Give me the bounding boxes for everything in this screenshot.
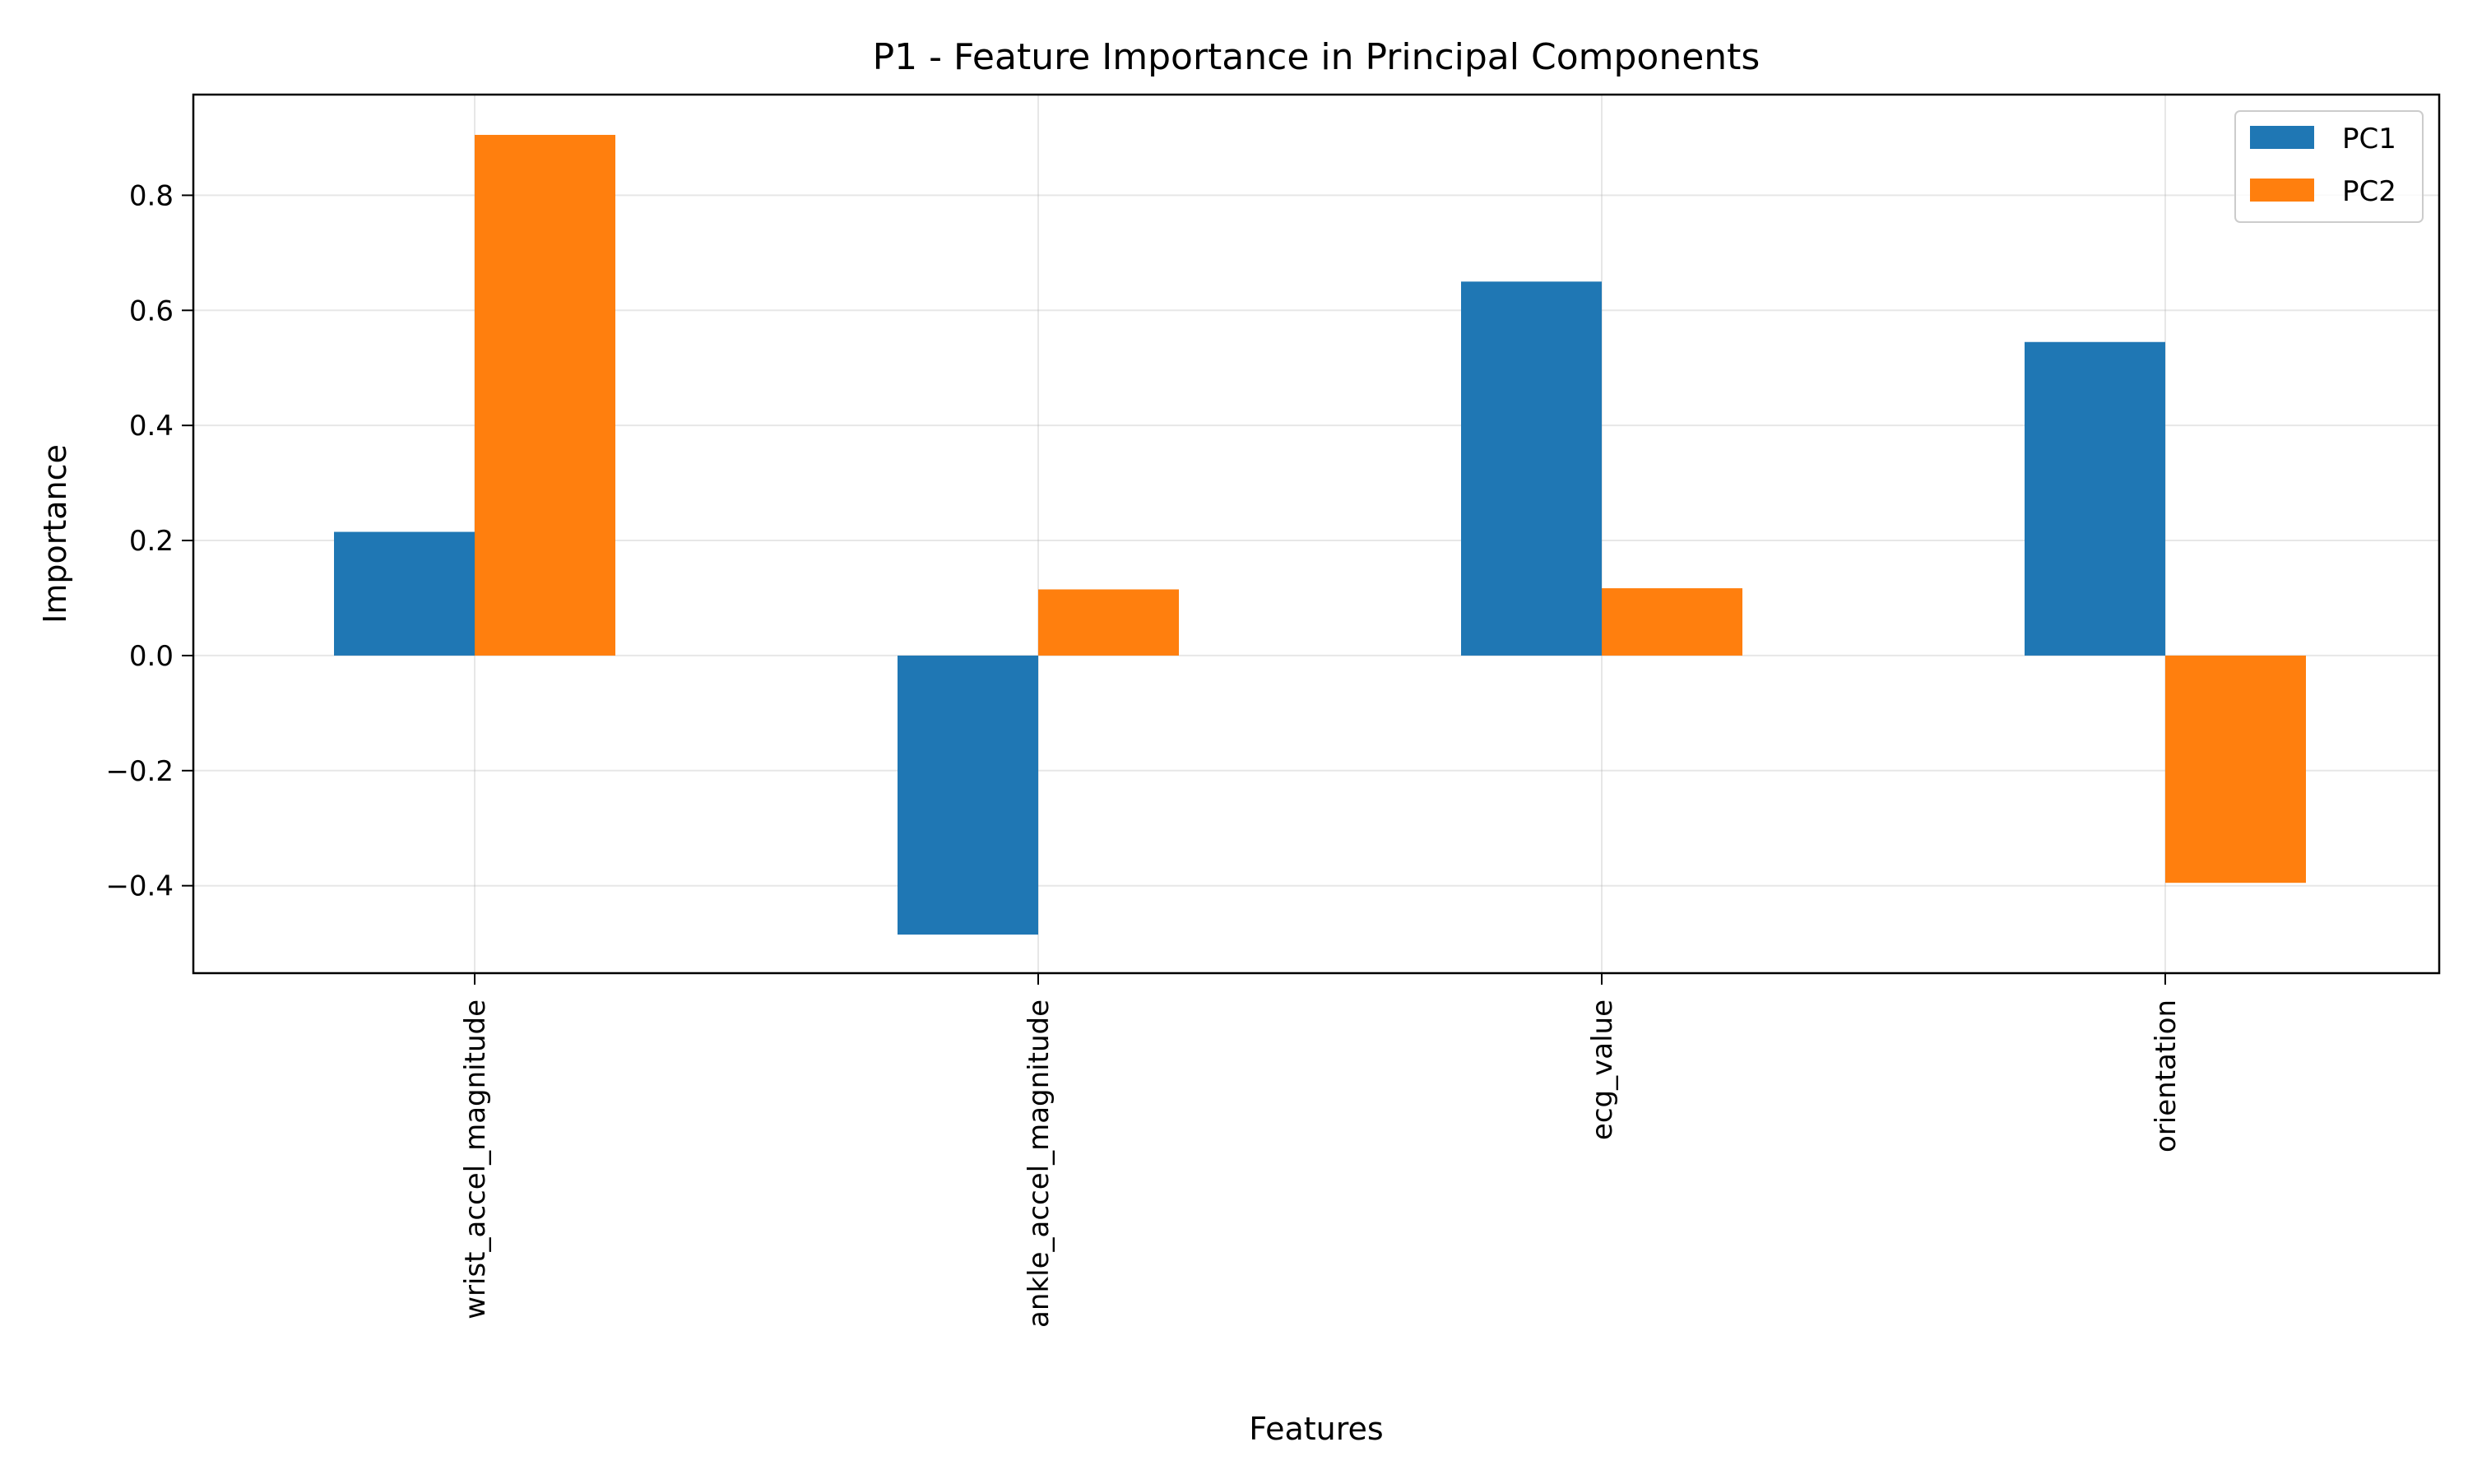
plot-frame: [192, 93, 2441, 975]
y-tick-label: 0.8: [129, 179, 174, 212]
chart-title: P1 - Feature Importance in Principal Com…: [873, 36, 1761, 78]
legend-swatch-pc2: [2250, 179, 2314, 202]
y-axis-label: Importance: [37, 444, 73, 624]
y-tick-label: 0.6: [129, 294, 174, 327]
x-tick-label: ecg_value: [1586, 999, 1619, 1140]
x-tick-label: wrist_accel_magnitude: [459, 999, 492, 1319]
bar-pc1-ecg-value: [1461, 281, 1602, 656]
ticks-layer: −0.4 −0.2 0.0 0.2 0.4 0.6 0.8 wrist_accel_magni…: [105, 179, 2183, 1328]
legend: PC1 PC2: [2234, 110, 2424, 223]
x-tick-label: ankle_accel_magnitude: [1023, 999, 1055, 1328]
bar-pc1-ankle-accel-magnitude: [898, 655, 1038, 935]
y-tick-label: −0.2: [105, 755, 174, 788]
y-tick-label: 0.4: [129, 410, 174, 443]
bar-pc2-wrist-accel-magnitude: [475, 134, 615, 656]
bar-pc2-ecg-value: [1602, 588, 1742, 656]
bar-pc2-ankle-accel-magnitude: [1038, 589, 1179, 656]
bar-pc1-orientation: [2025, 341, 2165, 656]
bars-layer: [334, 134, 2306, 935]
y-tick-label: 0.0: [129, 640, 174, 673]
legend-label-pc1: PC1: [2342, 123, 2396, 155]
legend-swatch-pc1: [2250, 126, 2314, 149]
y-tick-label: −0.4: [105, 870, 174, 903]
bar-pc1-wrist-accel-magnitude: [334, 531, 475, 656]
y-tick-label: 0.2: [129, 525, 174, 558]
legend-label-pc2: PC2: [2342, 175, 2396, 208]
x-axis-label: Features: [1249, 1411, 1383, 1447]
bar-pc2-orientation: [2165, 655, 2306, 883]
x-tick-label: orientation: [2150, 999, 2183, 1152]
